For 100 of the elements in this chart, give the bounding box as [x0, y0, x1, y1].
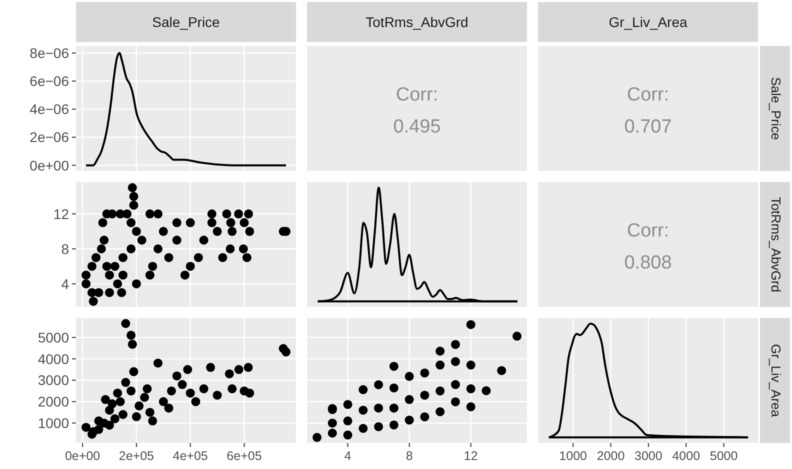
point — [178, 380, 187, 390]
point — [389, 420, 398, 430]
point — [328, 428, 337, 438]
point — [224, 369, 234, 378]
y-tick-label: 4000 — [38, 350, 70, 367]
chart-title: Sale_Price — [152, 14, 220, 30]
point — [420, 368, 430, 378]
point — [164, 253, 174, 262]
point — [129, 367, 138, 376]
point — [154, 209, 162, 218]
point — [436, 386, 445, 396]
text: 0.707 — [624, 116, 672, 138]
y-tick-label: 4 — [61, 276, 70, 292]
point — [82, 270, 91, 280]
point — [129, 200, 138, 210]
point — [92, 253, 101, 262]
point — [134, 401, 144, 410]
y-tick-label: 2e−06 — [30, 129, 70, 146]
point — [132, 226, 141, 236]
text: Corr: — [396, 84, 438, 106]
y-tick-label: 8 — [61, 240, 70, 257]
point — [164, 404, 174, 413]
text: 0.808 — [624, 252, 672, 274]
point — [126, 244, 136, 254]
x-tick-label: 8 — [406, 449, 413, 463]
x-tick-label: 4000 — [672, 449, 700, 463]
point — [172, 236, 182, 245]
point — [436, 360, 445, 370]
point — [245, 226, 254, 236]
point — [129, 192, 138, 201]
point — [466, 384, 476, 394]
y-tick-label: 8e−06 — [30, 45, 70, 62]
point — [228, 226, 237, 236]
point — [145, 209, 154, 218]
point — [358, 406, 368, 415]
x-tick-label: 3000 — [634, 449, 662, 463]
point — [244, 362, 253, 372]
point — [166, 386, 176, 396]
y-tick-label: 1000 — [38, 415, 70, 432]
point — [132, 279, 141, 288]
point — [358, 424, 368, 433]
point — [82, 279, 91, 288]
point — [244, 209, 254, 218]
y-tick-label: 3000 — [38, 372, 70, 388]
point — [420, 412, 430, 422]
point — [183, 365, 192, 374]
point — [218, 253, 228, 262]
point — [142, 384, 152, 394]
point — [121, 319, 130, 328]
point — [343, 416, 352, 426]
point — [497, 366, 506, 376]
point — [108, 399, 117, 408]
point — [96, 244, 106, 254]
point — [343, 430, 352, 440]
point — [98, 218, 108, 228]
y-tick-label: 12 — [53, 206, 70, 222]
y-tick-label: 4e−06 — [30, 101, 70, 118]
y-tick-label: 2000 — [38, 394, 70, 410]
point — [207, 218, 216, 228]
point — [104, 420, 114, 430]
point — [113, 388, 122, 398]
text: Sale_Price — [768, 77, 784, 140]
text: Gr_Liv_Area — [608, 14, 688, 30]
point — [191, 397, 200, 406]
point — [121, 378, 130, 387]
y-tick-label: 5000 — [38, 329, 70, 346]
point — [100, 395, 110, 404]
point — [128, 340, 137, 349]
point — [512, 332, 522, 341]
point — [482, 386, 491, 396]
x-tick-label: 5000 — [710, 449, 738, 463]
point — [122, 209, 132, 218]
point — [466, 402, 476, 412]
point — [450, 357, 460, 366]
point — [466, 320, 476, 330]
point — [117, 288, 126, 298]
point — [145, 408, 154, 417]
point — [82, 422, 91, 432]
point — [102, 262, 112, 271]
point — [145, 270, 154, 280]
point — [132, 412, 141, 422]
point — [450, 340, 460, 349]
point — [154, 358, 162, 368]
point — [420, 390, 430, 400]
point — [199, 384, 208, 394]
point — [466, 360, 476, 370]
point — [242, 253, 252, 262]
point — [140, 392, 150, 402]
point — [282, 347, 290, 356]
text: TotRms_AbvGrd — [366, 14, 468, 30]
point — [194, 253, 203, 262]
point — [226, 218, 236, 228]
point — [228, 384, 237, 394]
point — [436, 346, 445, 356]
point — [199, 236, 208, 245]
x-tick-label: 2000 — [596, 449, 625, 463]
point — [88, 296, 98, 306]
point — [436, 407, 445, 416]
point — [245, 388, 254, 398]
point — [212, 390, 222, 400]
